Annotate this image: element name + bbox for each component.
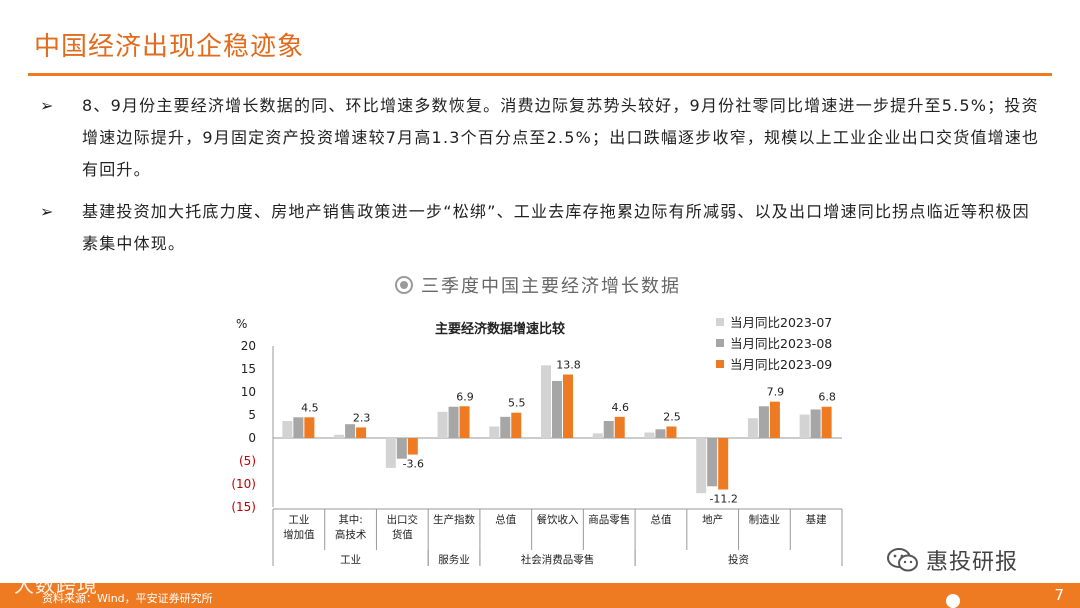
slide-title: 中国经济出现企稳迹象 bbox=[34, 32, 305, 62]
target-icon bbox=[395, 276, 413, 294]
bar bbox=[758, 406, 769, 438]
y-tick-label: 15 bbox=[241, 362, 256, 376]
bar bbox=[459, 406, 470, 438]
bar bbox=[552, 380, 562, 438]
chart-title: 主要经济数据增速比较 bbox=[435, 321, 565, 337]
category-label: 商品零售 bbox=[588, 513, 630, 526]
bar bbox=[500, 416, 511, 438]
category-label: 基建 bbox=[806, 513, 827, 526]
arrow-bullet-icon: ➢ bbox=[40, 202, 54, 221]
footer-logo: 大数跨境 bbox=[14, 573, 98, 597]
page-number: 7 bbox=[1054, 586, 1064, 604]
category-label: 地产 bbox=[702, 513, 723, 526]
data-label: 13.8 bbox=[556, 359, 581, 372]
bar bbox=[747, 418, 758, 438]
brand-icon bbox=[946, 594, 960, 608]
wechat-icon bbox=[887, 548, 918, 572]
bar bbox=[282, 420, 293, 438]
legend-label: 当月同比2023-07 bbox=[730, 315, 832, 330]
bar bbox=[718, 438, 729, 490]
category-label: 总值 bbox=[650, 513, 671, 526]
bar bbox=[304, 417, 315, 438]
watermark-text: 惠投研报 bbox=[926, 550, 1019, 575]
legend-label: 当月同比2023-08 bbox=[730, 336, 832, 351]
group-label: 工业 bbox=[340, 554, 361, 566]
category-label: 制造业 bbox=[749, 513, 781, 526]
bar bbox=[810, 409, 821, 438]
arrow-bullet-icon: ➢ bbox=[40, 96, 54, 115]
y-axis-unit: % bbox=[236, 317, 247, 331]
data-label: -11.2 bbox=[709, 493, 737, 506]
title-rule bbox=[28, 73, 1052, 76]
bar bbox=[821, 406, 832, 438]
bar bbox=[799, 414, 810, 438]
y-tick-label: 10 bbox=[241, 385, 256, 399]
bullet-list: ➢ 8、9月份主要经济增长数据的同、环比增速多数恢复。消费边际复苏势头较好，9月… bbox=[40, 90, 1045, 270]
data-label: 4.5 bbox=[301, 401, 319, 414]
bullet-item: ➢ 基建投资加大托底力度、房地产销售政策进一步“松绑”、工业去库存拖累边际有所减… bbox=[40, 196, 1045, 260]
category-label: 餐饮收入 bbox=[537, 513, 579, 526]
y-tick-label: 20 bbox=[241, 339, 256, 353]
data-label: 2.3 bbox=[353, 411, 371, 424]
bar bbox=[644, 432, 655, 438]
bar bbox=[666, 426, 677, 438]
legend-swatch bbox=[716, 318, 724, 326]
bullet-item: ➢ 8、9月份主要经济增长数据的同、环比增速多数恢复。消费边际复苏势头较好，9月… bbox=[40, 90, 1045, 186]
category-label: 生产指数 bbox=[433, 513, 475, 526]
bar bbox=[511, 412, 522, 438]
footer-bar bbox=[0, 583, 1080, 608]
bar bbox=[696, 438, 707, 494]
bar bbox=[592, 433, 603, 438]
category-label: 其中:高技术 bbox=[335, 513, 367, 541]
chart-heading-text: 三季度中国主要经济增长数据 bbox=[421, 276, 681, 297]
growth-comparison-chart: 主要经济数据增速比较% (15) (10) (5) 0 5 10 15 20 4.5 2.3 -3.6… bbox=[231, 315, 843, 566]
data-label: 6.9 bbox=[456, 390, 474, 403]
chart-heading: 三季度中国主要经济增长数据 bbox=[395, 272, 681, 298]
y-tick-label: 0 bbox=[248, 431, 256, 445]
y-tick-label: (5) bbox=[239, 454, 256, 468]
watermark: 惠投研报 bbox=[886, 544, 1018, 576]
data-label: 7.9 bbox=[767, 386, 785, 399]
bullet-text: 基建投资加大托底力度、房地产销售政策进一步“松绑”、工业去库存拖累边际有所减弱、… bbox=[82, 202, 1030, 253]
bar bbox=[563, 374, 573, 438]
category-label: 总值 bbox=[495, 513, 516, 526]
bar bbox=[541, 365, 551, 438]
y-tick-label: (10) bbox=[231, 477, 256, 491]
bar bbox=[489, 426, 500, 438]
legend-label: 当月同比2023-09 bbox=[730, 357, 832, 372]
data-label: 6.8 bbox=[818, 391, 836, 404]
bullet-text: 8、9月份主要经济增长数据的同、环比增速多数恢复。消费边际复苏势头较好，9月份社… bbox=[82, 96, 1040, 179]
y-tick-label: (15) bbox=[231, 500, 256, 514]
y-tick-label: 5 bbox=[248, 408, 256, 422]
legend-swatch bbox=[716, 360, 724, 368]
group-label: 投资 bbox=[728, 553, 749, 566]
bar bbox=[614, 416, 625, 438]
data-label: 2.5 bbox=[663, 411, 681, 424]
legend-swatch bbox=[716, 339, 724, 347]
category-label: 工业增加值 bbox=[283, 514, 315, 541]
bar bbox=[396, 438, 407, 459]
bar bbox=[769, 401, 780, 438]
bar bbox=[345, 424, 356, 438]
bar bbox=[385, 438, 396, 468]
bar bbox=[334, 434, 345, 438]
group-label: 服务业 bbox=[438, 553, 470, 566]
bar bbox=[448, 406, 459, 438]
data-label: -3.6 bbox=[403, 458, 424, 471]
bar bbox=[407, 438, 418, 455]
data-label: 5.5 bbox=[508, 397, 525, 410]
category-label: 出口交货值 bbox=[387, 513, 419, 541]
bar bbox=[293, 417, 304, 438]
bar bbox=[655, 429, 666, 438]
bar bbox=[437, 411, 448, 438]
footer-source: 资料来源：Wind，平安证券研究所 bbox=[42, 592, 213, 605]
bar bbox=[356, 427, 367, 438]
group-label: 社会消费品零售 bbox=[521, 553, 595, 566]
bar bbox=[603, 420, 614, 438]
data-label: 4.6 bbox=[611, 401, 629, 414]
bar bbox=[707, 438, 718, 487]
